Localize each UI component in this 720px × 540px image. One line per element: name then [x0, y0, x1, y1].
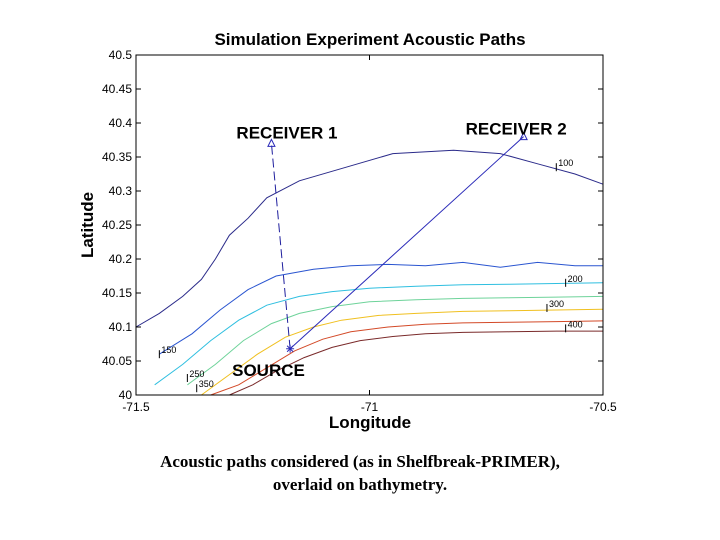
figure-caption: Acoustic paths considered (as in Shelfbr…: [0, 450, 720, 496]
x-axis-label: Longitude: [329, 413, 411, 432]
y-axis-label: Latitude: [78, 192, 97, 258]
plot-area: 100 150 200 250 300 350 400 SOURCE RECEIVER 1 REC…: [135, 120, 604, 396]
axes: 40 40.05 40.1 40.15 40.2 40.25 40.3 40.35 40.4 40…: [102, 48, 617, 414]
contour-line-200: [154, 282, 604, 386]
y-tick-label: 40.35: [102, 150, 132, 164]
x-tick-label: -71.5: [122, 400, 150, 414]
contour-line-350: [210, 320, 604, 396]
receiver-1-marker: [267, 138, 276, 147]
contour-label-100: 100: [558, 158, 573, 168]
receiver-1-label: RECEIVER 1: [236, 123, 337, 142]
caption-line-1: Acoustic paths considered (as in Shelfbr…: [160, 452, 560, 471]
y-tick-label: 40.25: [102, 218, 132, 232]
y-tick-label: 40.5: [109, 48, 133, 62]
contour-line-100: [135, 149, 604, 328]
contour-label-150: 150: [161, 345, 176, 355]
x-tick-label: -71: [361, 400, 379, 414]
contour-label-200: 200: [568, 274, 583, 284]
receiver-2-label: RECEIVER 2: [466, 120, 567, 139]
receiver-2-marker: [519, 131, 528, 141]
contour-line-300: [201, 308, 604, 396]
y-tick-label: 40.15: [102, 286, 132, 300]
contour-label-300: 300: [549, 299, 564, 309]
y-tick-label: 40.3: [109, 184, 133, 198]
caption-line-2: overlaid on bathymetry.: [272, 475, 448, 494]
source-marker: [286, 344, 295, 353]
contour-label-400: 400: [568, 319, 583, 329]
path-source-receiver-1: [270, 143, 291, 349]
contour-line-250: [187, 295, 604, 386]
y-tick-label: 40.45: [102, 82, 132, 96]
y-tick-label: 40.4: [109, 116, 133, 130]
contour-line-150: [159, 261, 603, 355]
y-tick-label: 40.05: [102, 354, 132, 368]
y-tick-label: 40.2: [109, 252, 133, 266]
y-tick-label: 40: [119, 388, 133, 402]
source-label: SOURCE: [232, 361, 305, 380]
y-tick-label: 40.1: [109, 320, 133, 334]
chart-title: Simulation Experiment Acoustic Paths: [214, 30, 525, 49]
contour-label-250: 250: [189, 369, 204, 379]
path-source-receiver-2: [289, 136, 524, 350]
contour-line-400: [229, 330, 603, 396]
contour-label-350: 350: [199, 379, 214, 389]
x-tick-label: -70.5: [589, 400, 617, 414]
